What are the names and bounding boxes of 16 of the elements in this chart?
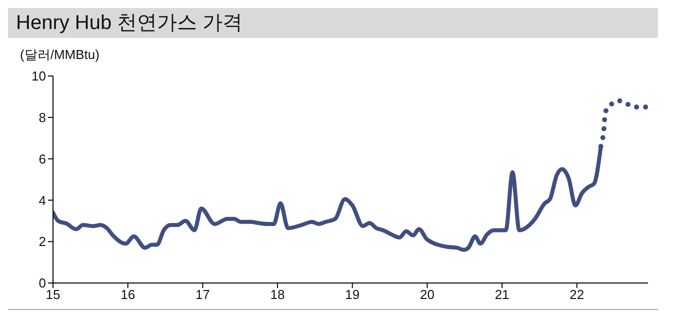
- y-tick-label: 0: [38, 276, 46, 291]
- x-tick-label: 17: [195, 287, 210, 302]
- y-tick-label: 10: [32, 68, 46, 84]
- y-tick-label: 4: [38, 192, 46, 208]
- chart-title: Henry Hub 천연가스 가격: [8, 8, 658, 38]
- x-tick-label: 21: [494, 287, 510, 302]
- y-tick-label: 8: [38, 110, 46, 126]
- x-tick-label: 22: [570, 287, 584, 302]
- x-tick-label: 20: [420, 287, 434, 302]
- x-tick-label: 19: [345, 287, 360, 302]
- y-tick-label: 6: [38, 151, 46, 166]
- x-tick-label: 18: [270, 287, 285, 302]
- y-tick-label: 2: [38, 234, 46, 250]
- x-tick-label: 15: [46, 287, 60, 302]
- y-axis-title: (달러/MMBtu): [20, 46, 100, 64]
- x-tick-label: 16: [120, 287, 136, 302]
